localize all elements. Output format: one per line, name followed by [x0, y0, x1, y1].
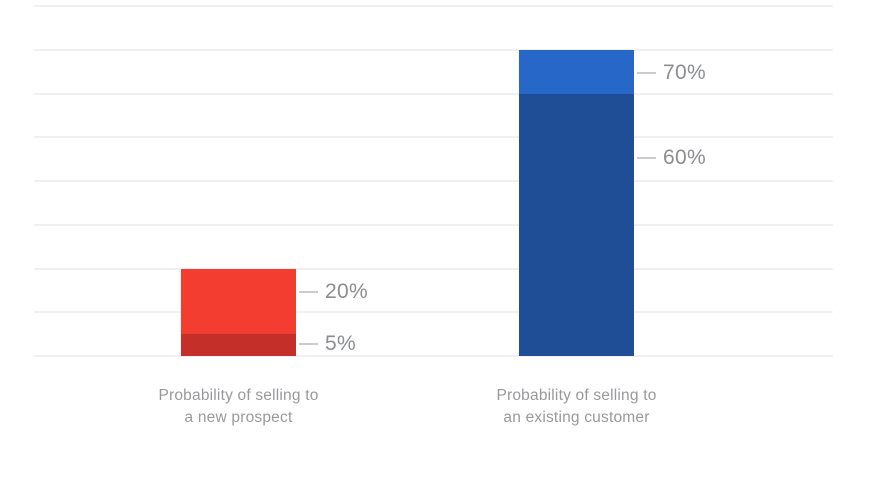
callout-label-new-prospect-20pct: 20%: [325, 280, 368, 303]
callout-tick-existing-customer-60pct: [637, 157, 656, 159]
category-label-existing-customer: Probability of selling to an existing cus…: [437, 385, 717, 429]
bar-new-prospect-high-segment: [181, 268, 296, 335]
gridline-20pct: [34, 267, 833, 270]
callout-tick-new-prospect-5pct: [299, 343, 318, 345]
gridline-70pct: [34, 48, 833, 51]
bar-new-prospect-low-segment: [181, 334, 296, 356]
gridline-0pct: [34, 355, 833, 357]
gridline-30pct: [34, 223, 833, 226]
gridline-40pct: [34, 180, 833, 182]
category-label-line: a new prospect: [184, 409, 293, 426]
callout-tick-new-prospect-20pct: [299, 291, 318, 293]
gridline-10pct: [34, 311, 833, 314]
category-label-line: Probability of selling to: [158, 387, 319, 404]
gridline-60pct: [34, 92, 833, 95]
gridline-80pct: [34, 5, 833, 7]
bar-existing-customer-low-segment: [519, 93, 634, 356]
callout-label-new-prospect-5pct: 5%: [325, 332, 356, 355]
callout-label-existing-customer-60pct: 60%: [663, 146, 706, 169]
callout-label-existing-customer-70pct: 70%: [663, 61, 706, 84]
bar-existing-customer-high-segment: [519, 49, 634, 94]
gridline-50pct: [34, 136, 833, 139]
category-label-new-prospect: Probability of selling to a new prospect: [99, 385, 379, 429]
callout-tick-existing-customer-70pct: [637, 72, 656, 74]
category-label-line: Probability of selling to: [496, 387, 657, 404]
category-label-line: an existing customer: [503, 409, 650, 426]
